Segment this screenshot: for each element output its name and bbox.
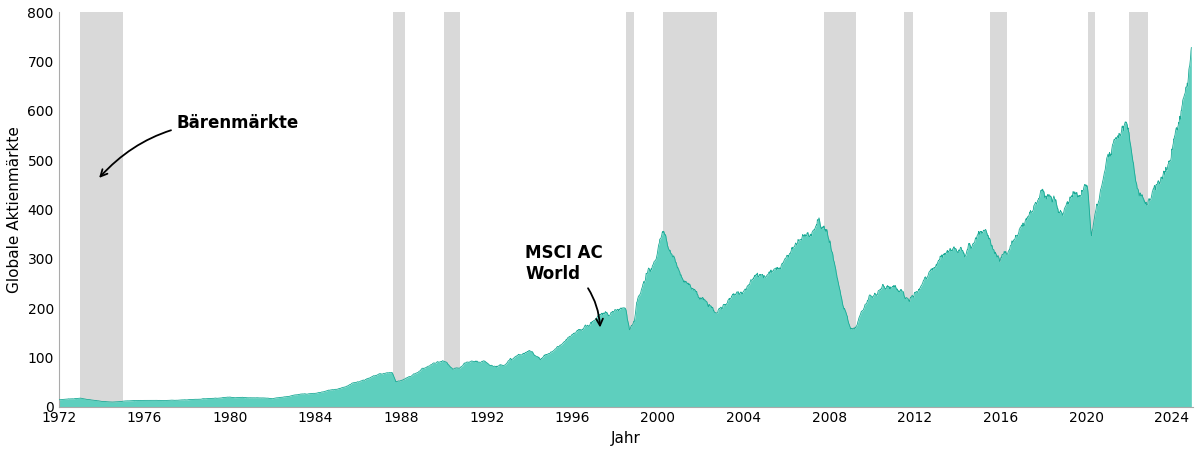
Text: Bärenmärkte: Bärenmärkte (101, 114, 299, 176)
Bar (1087, 12, 1096, 407)
Text: MSCI AC
World: MSCI AC World (526, 244, 604, 325)
Bar (444, 12, 460, 407)
Bar (824, 12, 856, 407)
Y-axis label: Globale Aktienmärkte: Globale Aktienmärkte (7, 126, 22, 293)
Bar (626, 12, 635, 407)
X-axis label: Jahr: Jahr (611, 431, 641, 446)
Bar (80, 12, 122, 407)
Bar (1129, 12, 1148, 407)
Bar (664, 12, 716, 407)
Bar (990, 12, 1007, 407)
Bar (904, 12, 913, 407)
Bar (392, 12, 406, 407)
